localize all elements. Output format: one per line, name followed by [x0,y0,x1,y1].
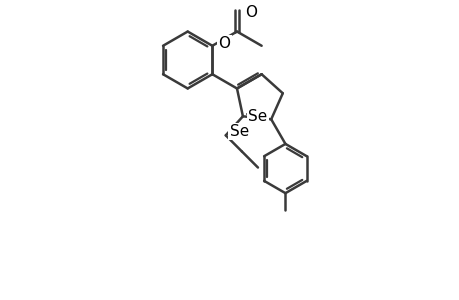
Text: O: O [218,36,230,51]
Text: O: O [244,5,256,20]
Text: Se: Se [229,124,248,139]
Text: Se: Se [247,110,267,124]
